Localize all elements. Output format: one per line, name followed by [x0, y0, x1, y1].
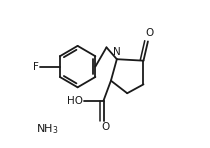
- Text: N: N: [113, 47, 121, 57]
- Text: O: O: [101, 122, 109, 132]
- Text: NH$_3$: NH$_3$: [36, 123, 59, 136]
- Text: O: O: [145, 28, 154, 38]
- Text: F: F: [33, 62, 38, 72]
- Text: HO: HO: [67, 96, 83, 106]
